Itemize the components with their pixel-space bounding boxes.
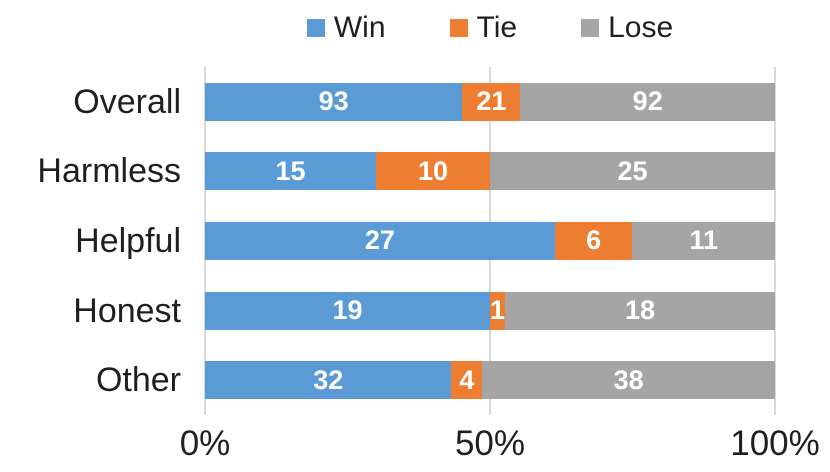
category-label-harmless: Harmless [37,152,181,191]
bar-track-harmless: 15 10 25 [205,152,775,191]
bar-row-harmless: Harmless 15 10 25 [0,137,775,207]
legend-swatch-tie [449,19,468,37]
legend-item-tie: Tie [449,11,518,44]
bar-value-label: 15 [275,155,306,186]
bar-value-label: 18 [624,295,656,326]
bar-segment-tie: 21 [462,82,521,121]
category-label-honest: Honest [73,291,181,330]
legend-label-tie: Tie [476,11,518,44]
bar-row-overall: Overall 93 21 92 [0,67,775,137]
bar-segment-win: 27 [205,221,555,260]
bar-row-honest: Honest 19 1 18 [0,276,775,346]
x-tick-0%: 0% [179,424,231,463]
x-axis: 0% 50% 100% [0,420,830,470]
legend-swatch-win [306,19,325,37]
chart-legend: Win Tie Lose [205,6,775,50]
bar-row-helpful: Helpful 27 6 11 [0,206,775,276]
bar-value-label: 11 [689,225,718,256]
bar-segment-tie: 4 [451,361,483,400]
bar-value-label: 92 [632,86,663,117]
bar-value-label: 21 [476,86,507,117]
bar-row-other: Other 32 4 38 [0,345,775,415]
bar-segment-win: 19 [205,291,490,330]
category-label-helpful: Helpful [75,221,181,260]
x-tick-50%: 50% [454,424,526,463]
bar-value-label: 10 [417,155,449,186]
bar-segment-tie: 10 [376,152,490,191]
gridline-100% [774,67,776,415]
bar-value-label: 19 [332,295,363,326]
bar-track-helpful: 27 6 11 [205,221,775,260]
legend-label-win: Win [333,11,386,44]
bar-segment-win: 15 [205,152,376,191]
bar-value-label: 25 [617,155,648,186]
bar-value-label: 6 [586,225,602,256]
bar-rows: Overall 93 21 92 Harmless 15 10 25 Helpful 27 6 11 H… [0,67,775,415]
bar-track-honest: 19 1 18 [205,291,775,330]
category-label-other: Other [95,361,181,400]
bar-segment-lose: 18 [505,291,775,330]
bar-segment-tie: 6 [554,221,633,260]
bar-value-label: 93 [318,86,349,117]
bar-segment-tie: 1 [489,291,506,330]
bar-value-label: 4 [459,364,475,395]
legend-item-win: Win [306,11,386,44]
x-tick-100%: 100% [730,424,820,463]
bar-track-overall: 93 21 92 [205,82,775,121]
legend-swatch-lose [581,19,600,37]
bar-track-other: 32 4 38 [205,361,775,400]
plot-area: Overall 93 21 92 Harmless 15 10 25 Helpful 27 6 11 H… [0,67,776,415]
legend-item-lose: Lose [581,13,673,43]
bar-segment-lose: 25 [490,152,775,191]
bar-value-label: 27 [364,225,395,256]
bar-value-label: 32 [313,364,344,395]
bar-segment-lose: 11 [632,221,775,260]
bar-value-label: 38 [613,364,644,395]
bar-segment-win: 32 [205,361,452,400]
category-label-overall: Overall [73,82,181,121]
bar-segment-win: 93 [205,82,463,121]
bar-segment-lose: 38 [482,361,775,400]
bar-segment-lose: 92 [520,82,775,121]
bar-value-label: 1 [489,295,506,326]
legend-label-lose: Lose [608,11,674,44]
